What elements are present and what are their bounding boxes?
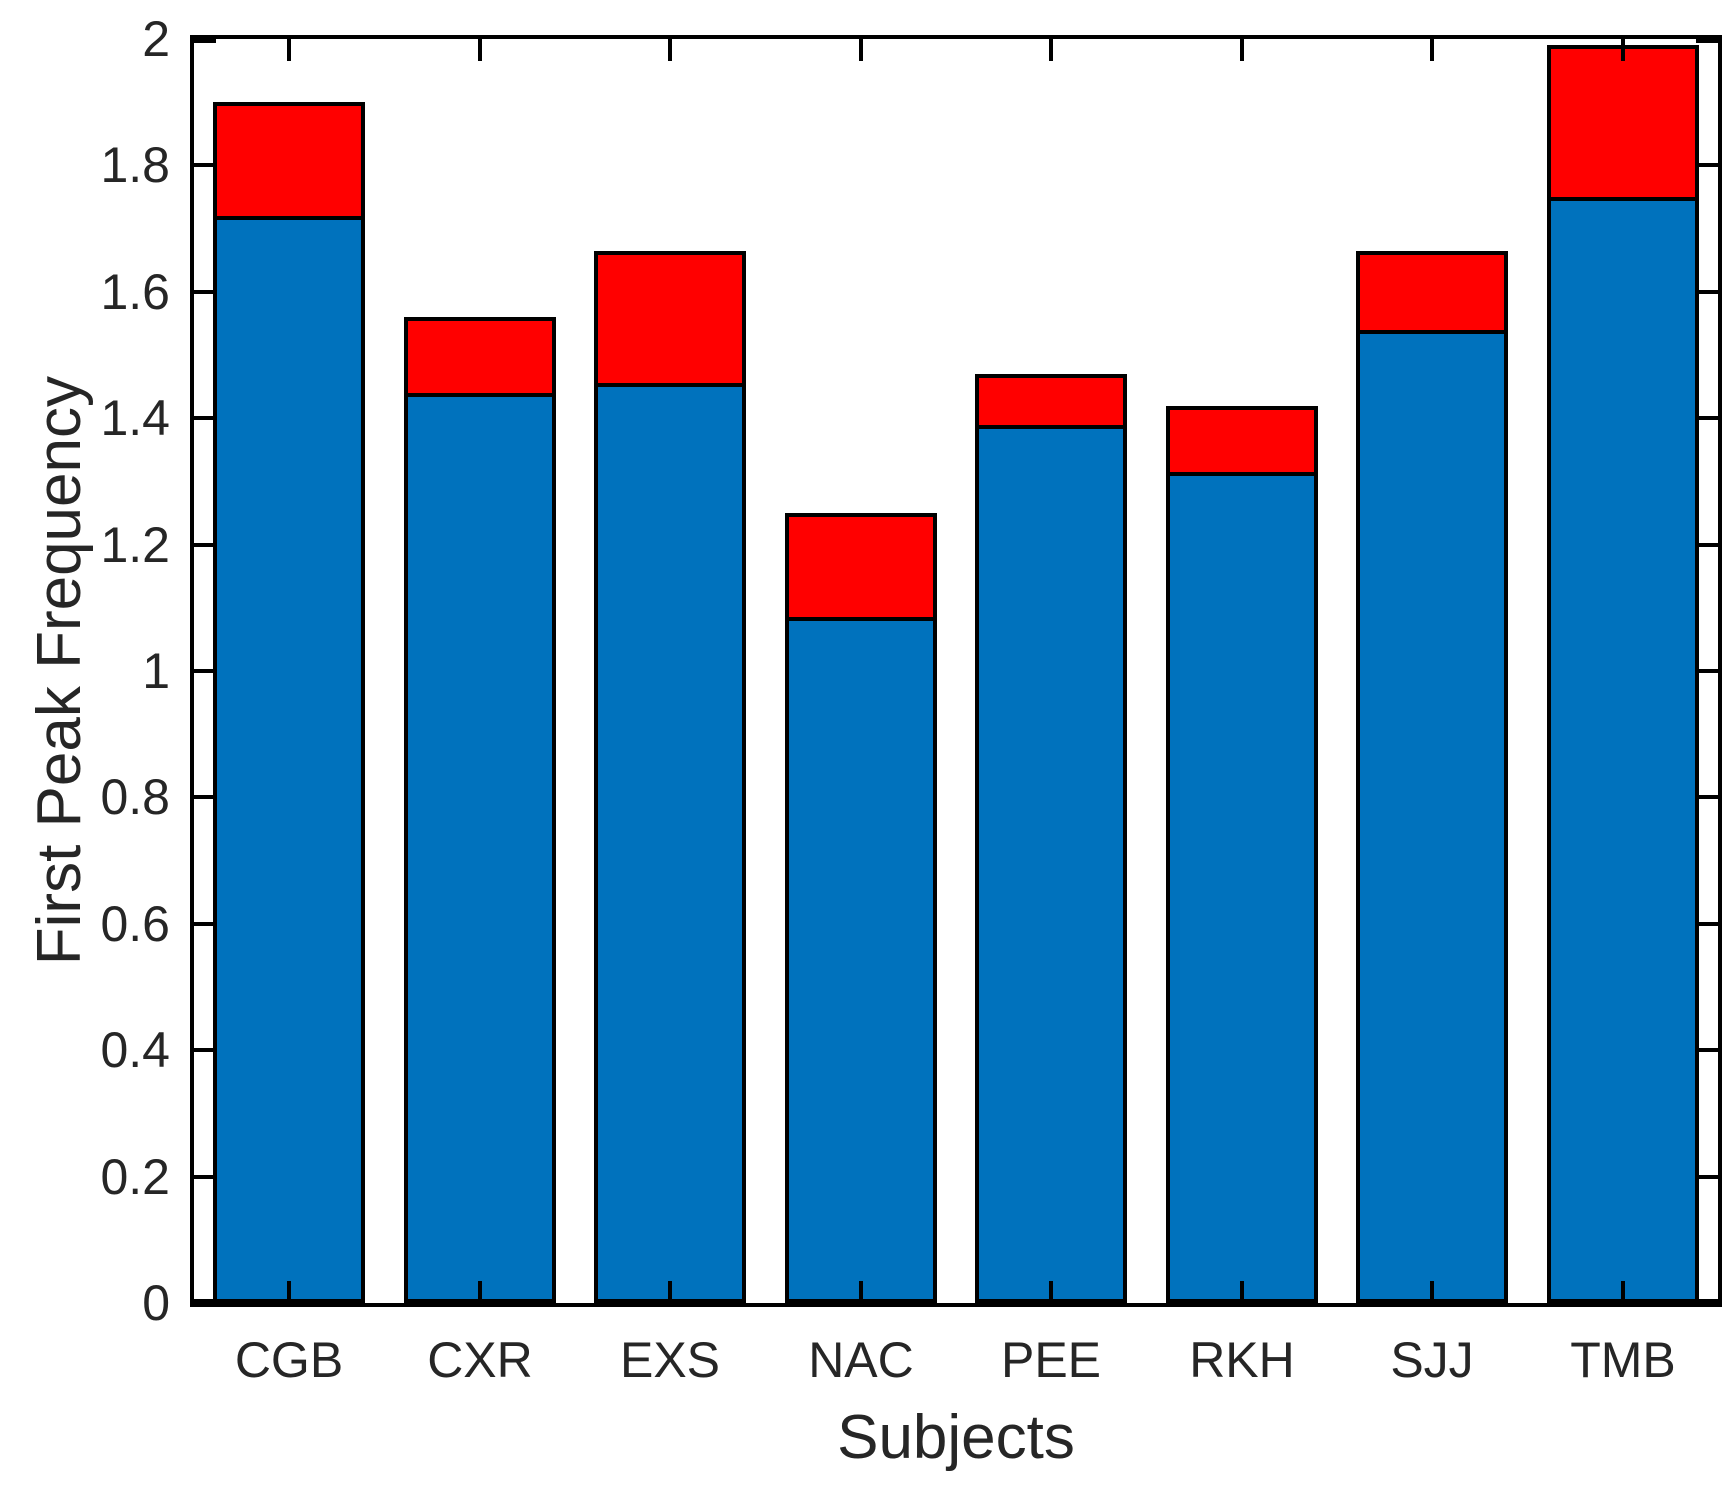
bar-segment-RKH-lower [1170,472,1314,1299]
axis-tick [1696,922,1718,926]
axis-tick [194,163,216,167]
axis-tick [668,39,672,61]
axis-tick [194,416,216,420]
x-axis-label: Subjects [837,1403,1075,1472]
axis-tick [194,795,216,799]
y-tick-label: 1.6 [100,264,170,320]
axis-tick [1696,1048,1718,1052]
axis-tick [859,39,863,61]
bar-segment-SJJ-lower [1360,330,1504,1299]
x-tick-label-SJJ: SJJ [1390,1332,1474,1388]
bar-CXR [404,317,556,1303]
x-tick-label-EXS: EXS [619,1332,721,1388]
y-tick-label: 0.8 [100,769,170,825]
y-tick-label: 0.6 [100,896,170,952]
axis-tick [1049,39,1053,61]
y-tick-label: 1.4 [100,390,170,446]
axis-tick [1696,669,1718,673]
y-tick-label: 0.4 [100,1022,170,1078]
x-tick-label-RKH: RKH [1189,1332,1295,1388]
axis-tick [194,1048,216,1052]
axis-tick [194,922,216,926]
axis-tick [478,1281,482,1303]
y-tick-label: 0 [142,1275,170,1331]
bar-CGB [213,102,365,1303]
axis-tick [1696,1299,1718,1303]
axis-tick [478,39,482,61]
axis-tick [1696,39,1718,43]
bar-segment-NAC-lower [789,617,933,1299]
plot-area [190,35,1722,1307]
bar-SJJ [1356,251,1508,1303]
axis-tick [194,290,216,294]
axis-tick [1240,1281,1244,1303]
axis-tick [194,669,216,673]
axis-tick [859,1281,863,1303]
bar-segment-EXS-lower [598,383,742,1299]
axis-tick [1240,39,1244,61]
axis-tick [1430,1281,1434,1303]
bar-segment-TMB-lower [1551,197,1695,1299]
y-tick-label: 2 [142,11,170,67]
axis-tick [1621,39,1625,61]
axis-tick [194,543,216,547]
bar-NAC [785,513,937,1303]
axis-tick [1696,416,1718,420]
axis-tick [287,1281,291,1303]
x-tick-label-TMB: TMB [1570,1332,1676,1388]
y-axis-label-text: First Peak Frequency [24,376,94,966]
axis-tick [1696,795,1718,799]
y-tick-label: 1.8 [100,137,170,193]
x-tick-label-NAC: NAC [808,1332,914,1388]
axis-tick [1696,290,1718,294]
axis-tick [1430,39,1434,61]
y-tick-label: 1 [142,643,170,699]
y-axis-label: First Peak Frequency [14,35,104,1307]
bar-segment-CXR-lower [408,393,552,1299]
bar-RKH [1166,406,1318,1303]
bar-TMB [1547,45,1699,1303]
axis-tick [194,1175,216,1179]
axis-tick [1696,543,1718,547]
y-tick-label: 1.2 [100,517,170,573]
x-tick-label-CGB: CGB [234,1332,344,1388]
axis-tick [1621,1281,1625,1303]
axis-tick [194,1299,216,1303]
plot-inner [194,39,1718,1303]
axis-tick [1696,1175,1718,1179]
bar-PEE [975,374,1127,1303]
bar-segment-PEE-lower [979,425,1123,1299]
x-tick-label-CXR: CXR [427,1332,533,1388]
y-tick-label: 0.2 [100,1149,170,1205]
axis-tick [287,39,291,61]
bar-EXS [594,251,746,1303]
x-tick-label-PEE: PEE [1000,1332,1102,1388]
axis-tick [1049,1281,1053,1303]
axis-tick [194,39,216,43]
axis-tick [1696,163,1718,167]
axis-tick [668,1281,672,1303]
bar-segment-CGB-lower [217,216,361,1299]
